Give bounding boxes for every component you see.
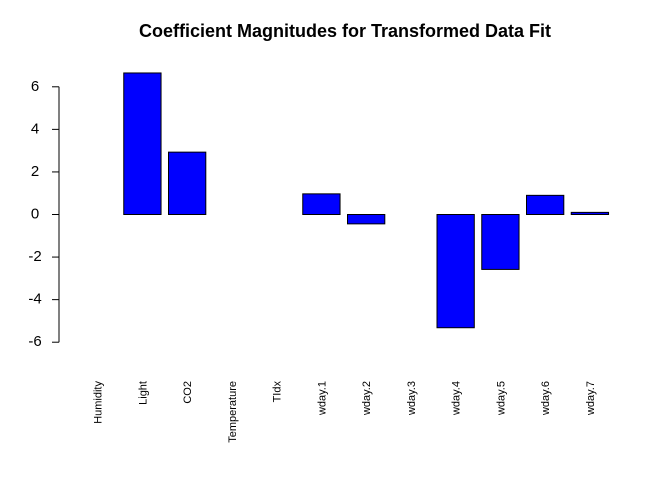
x-tick-label: wday.5: [495, 381, 507, 416]
bar-wday-4: [436, 214, 475, 329]
y-axis: -6 -4 -2 0 2 4 6: [28, 78, 60, 350]
bar-wday-6: [526, 194, 565, 215]
bar-wday-5: [481, 214, 520, 270]
y-tick-label: 6: [31, 78, 39, 95]
x-tick-label: Humidity: [93, 381, 105, 424]
x-tick-label: wday.6: [540, 381, 552, 416]
x-tick-label: TIdx: [272, 381, 284, 403]
bars: [123, 72, 610, 329]
bar-light: [123, 72, 162, 215]
y-tick-label: 2: [31, 163, 39, 180]
bar-wday-7: [570, 211, 610, 216]
bar-co2: [168, 151, 207, 216]
bar-wday-2: [347, 214, 386, 225]
x-tick-label: wday.7: [585, 381, 597, 416]
x-axis-labels: Humidity Light CO2 Temperature TIdx wday.1 wda…: [93, 381, 597, 443]
x-tick-label: wday.3: [406, 381, 418, 416]
bar-wday-1: [302, 193, 341, 216]
x-tick-label: Light: [137, 381, 149, 405]
x-tick-label: wday.1: [316, 381, 328, 416]
x-tick-label: Temperature: [227, 381, 239, 443]
x-tick-label: CO2: [182, 381, 194, 404]
x-tick-label: wday.2: [361, 381, 373, 416]
y-tick-label: -4: [28, 291, 41, 308]
y-tick-label: 0: [31, 205, 39, 222]
y-tick-label: -2: [28, 248, 41, 265]
y-tick-label: 4: [31, 120, 39, 137]
chart-title: Coefficient Magnitudes for Transformed D…: [139, 21, 551, 41]
y-tick-label: -6: [28, 333, 41, 350]
x-tick-label: wday.4: [451, 381, 463, 416]
